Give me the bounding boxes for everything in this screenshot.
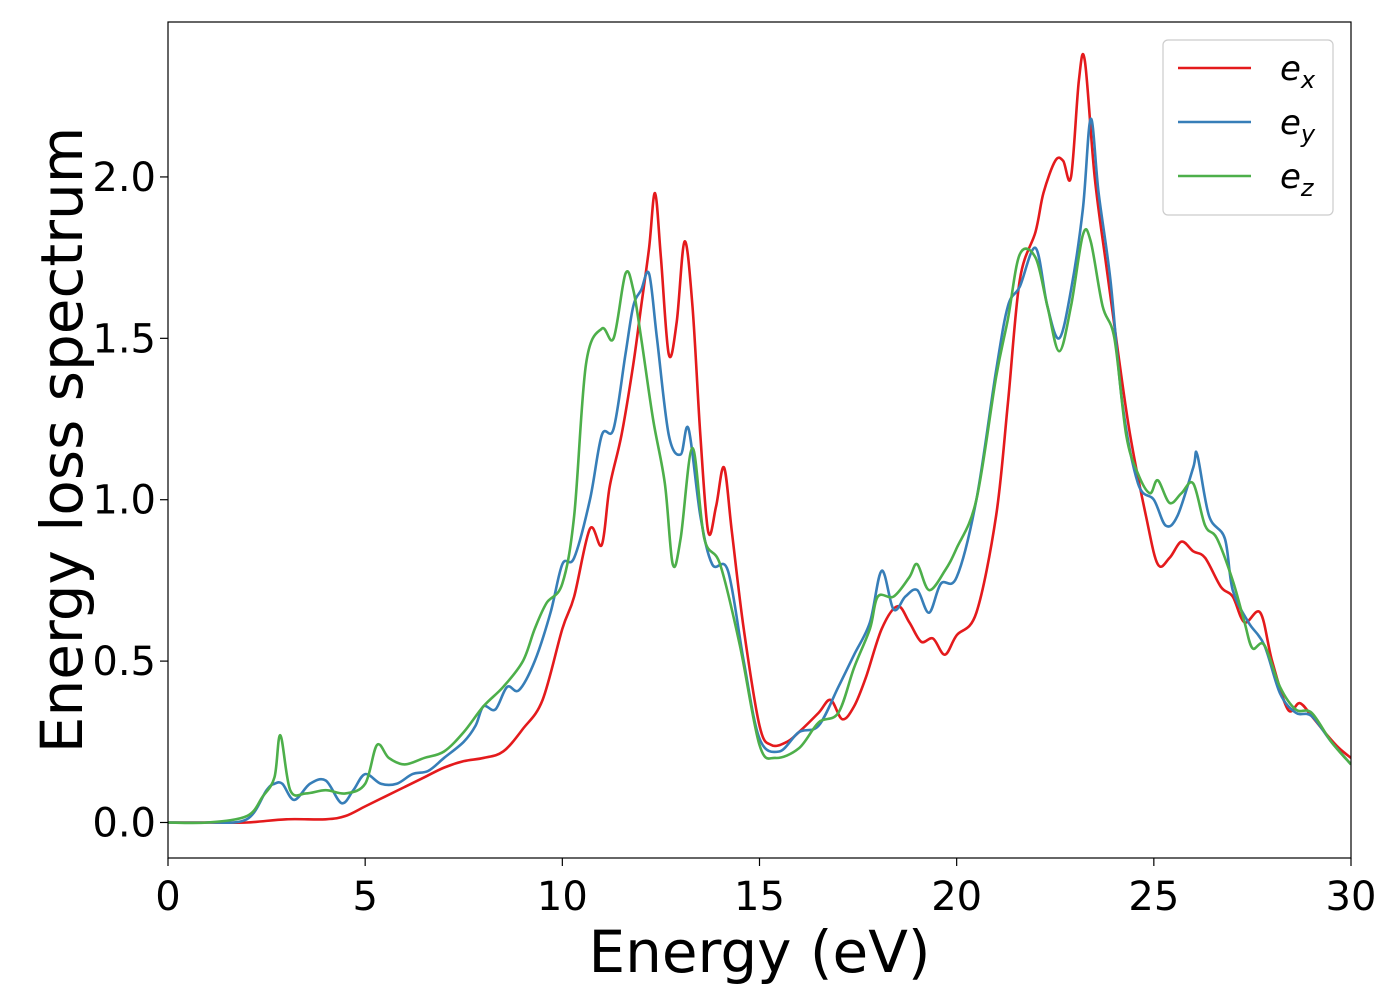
- legend-box: [1162, 39, 1334, 216]
- y-axis-title: Energy loss spectrum: [28, 127, 96, 753]
- legend-label: ey: [1280, 103, 1316, 148]
- x-tick-label: 25: [1128, 874, 1179, 920]
- x-tick-label: 0: [155, 874, 180, 920]
- series-layer: [168, 52, 1351, 825]
- x-tick-label: 5: [352, 874, 377, 920]
- y-axis: 0.0 0.5 1.0 1.5 2.0: [92, 155, 168, 846]
- x-tick-label: 15: [734, 874, 785, 920]
- y-tick-label: 1.5: [92, 316, 156, 362]
- series-line-ez: [168, 227, 1351, 825]
- x-axis-title: Energy (eV): [588, 918, 930, 986]
- y-tick-label: 1.0: [92, 478, 156, 524]
- x-tick-label: 10: [537, 874, 588, 920]
- x-tick-label: 30: [1326, 874, 1377, 920]
- y-tick-label: 0.0: [92, 800, 156, 846]
- y-tick-label: 0.5: [92, 639, 156, 685]
- legend-label: ex: [1280, 49, 1316, 94]
- x-tick-label: 20: [931, 874, 982, 920]
- y-tick-label: 2.0: [92, 155, 156, 201]
- series-line-ex: [168, 52, 1351, 825]
- x-axis: 0 5 10 15 20 25 30: [155, 858, 1376, 920]
- series-line-ey: [168, 117, 1351, 825]
